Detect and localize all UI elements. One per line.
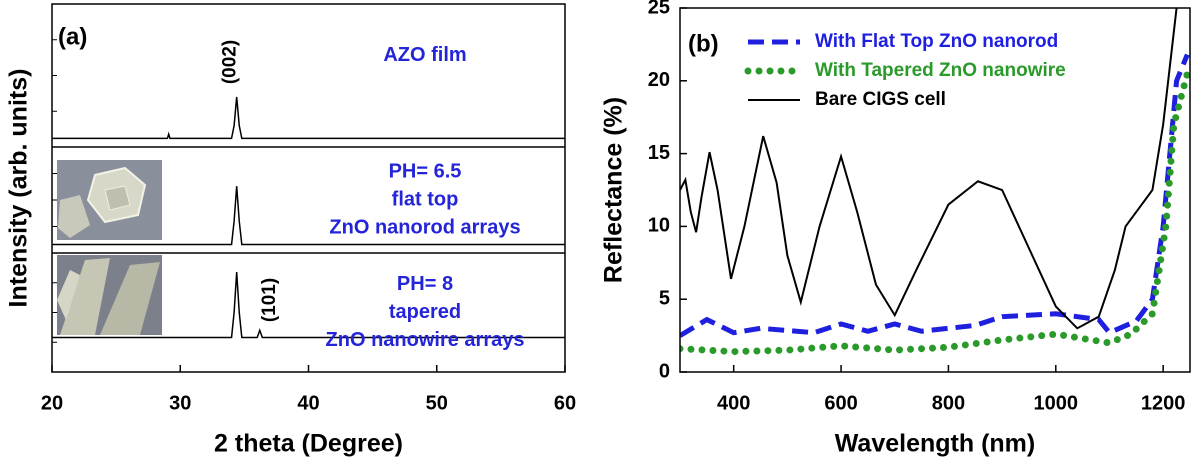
inset-flat-top [57, 160, 162, 240]
legend-label: With Flat Top ZnO nanorod [815, 31, 1058, 52]
panel-annotation: PH= 8 [397, 273, 453, 295]
x-tick-label: 60 [554, 392, 576, 414]
plot-area [680, 8, 1190, 356]
panel-annotation: tapered [389, 301, 461, 323]
x-tick-label: 50 [426, 392, 448, 414]
y-tick-label: 20 [648, 69, 670, 91]
y-tick-label: 15 [648, 142, 670, 164]
y-axis-label: Reflectance (%) [600, 97, 628, 283]
panel-label: (b) [688, 30, 719, 57]
panel-annotation: ZnO nanorod arrays [329, 216, 520, 238]
x-tick-label: 20 [41, 392, 63, 414]
x-tick-label: 1000 [1034, 392, 1079, 414]
y-tick-label: 25 [648, 0, 670, 18]
xrd-trace [52, 271, 565, 339]
x-tick-label: 600 [824, 392, 857, 414]
series-line [680, 70, 1190, 356]
panel-annotation: PH= 6.5 [389, 160, 462, 182]
x-axis-label: Wavelength (nm) [835, 430, 1035, 458]
panel-annotation: AZO film [383, 44, 466, 66]
y-tick-label: 10 [648, 215, 670, 237]
inset-tapered [57, 255, 162, 335]
x-tick-label: 400 [717, 392, 750, 414]
x-tick-label: 30 [169, 392, 191, 414]
xrd-trace [52, 186, 565, 246]
series-line [680, 53, 1190, 338]
xrd-trace [52, 96, 565, 140]
series-line [680, 8, 1178, 330]
panel-label: (a) [58, 23, 87, 50]
peak-label: (101) [259, 278, 280, 322]
x-tick-label: 40 [297, 392, 319, 414]
panel-annotation: flat top [392, 188, 459, 210]
y-axis-label: Intensity (arb. units) [5, 69, 33, 308]
x-axis-label: 2 theta (Degree) [214, 430, 403, 458]
panel-annotation: ZnO nanowire arrays [326, 329, 525, 351]
x-tick-label: 800 [932, 392, 965, 414]
y-tick-label: 5 [659, 287, 670, 309]
x-tick-label: 1200 [1141, 392, 1186, 414]
y-tick-label: 0 [659, 360, 670, 382]
legend-label: With Tapered ZnO nanowire [815, 60, 1066, 81]
peak-label: (002) [220, 40, 241, 84]
plot-frame [679, 7, 1191, 373]
legend-label: Bare CIGS cell [815, 89, 946, 110]
